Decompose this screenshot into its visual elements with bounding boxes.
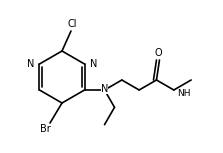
Text: N: N xyxy=(101,84,108,94)
Text: N: N xyxy=(27,59,35,69)
Text: Br: Br xyxy=(40,124,50,134)
Text: NH: NH xyxy=(177,88,190,97)
Text: Cl: Cl xyxy=(67,19,77,29)
Text: N: N xyxy=(89,59,97,69)
Text: O: O xyxy=(155,48,162,58)
